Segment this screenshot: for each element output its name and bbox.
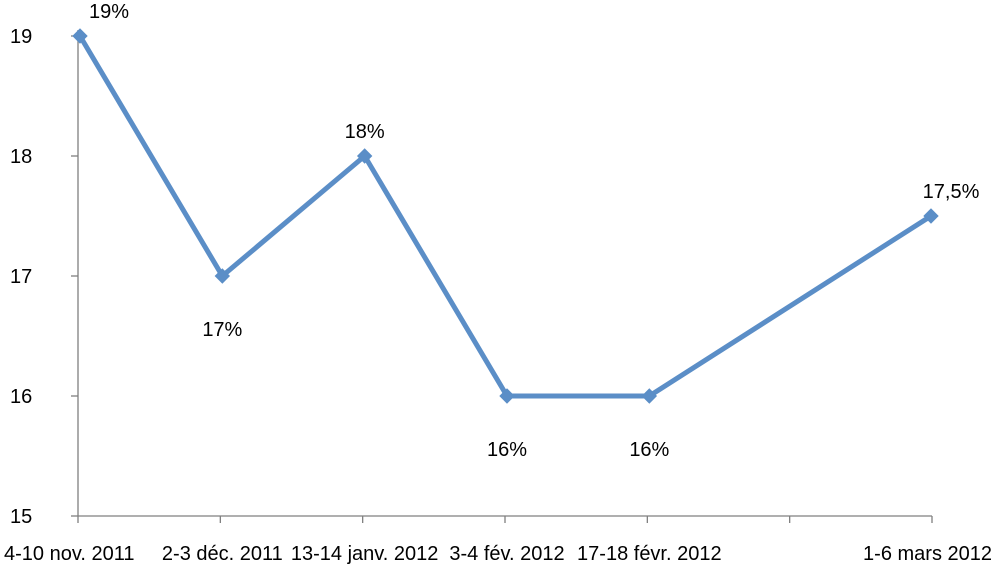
data-point-marker	[641, 388, 658, 404]
data-point-marker	[356, 148, 373, 164]
x-tick-label: 13-14 janv. 2012	[291, 543, 439, 565]
data-label: 17,5%	[923, 181, 980, 203]
x-tick-label: 1-6 mars 2012	[863, 543, 992, 565]
data-point-marker	[923, 208, 939, 224]
data-label: 16%	[487, 439, 527, 461]
x-tick-label: 2-3 déc. 2011	[162, 543, 283, 565]
y-tick-label: 15	[10, 506, 32, 528]
y-tick-label: 19	[10, 26, 32, 48]
x-tick-label: 4-10 nov. 2011	[4, 543, 134, 565]
data-label: 16%	[629, 439, 669, 461]
data-label: 19%	[89, 1, 129, 23]
data-point-marker	[214, 268, 231, 284]
y-tick-label: 18	[10, 146, 32, 168]
axes: 15 16 17 18 19 4-10 nov. 2011 2-3 déc. 2011 13-…	[4, 26, 992, 565]
x-tick-label: 3-4 fév. 2012	[449, 543, 564, 565]
labels-layer: 19% 17% 18% 16% 16% 17,5%	[89, 1, 980, 461]
data-point-marker	[72, 28, 88, 44]
series-line	[77, 33, 934, 399]
x-tick-label: 17-18 févr. 2012	[577, 543, 722, 565]
data-label: 17%	[202, 319, 242, 341]
y-tick-label: 17	[10, 266, 32, 288]
series-layer	[72, 28, 939, 404]
y-tick-label: 16	[10, 386, 32, 408]
data-point-marker	[499, 388, 515, 404]
data-label: 18%	[345, 121, 385, 143]
